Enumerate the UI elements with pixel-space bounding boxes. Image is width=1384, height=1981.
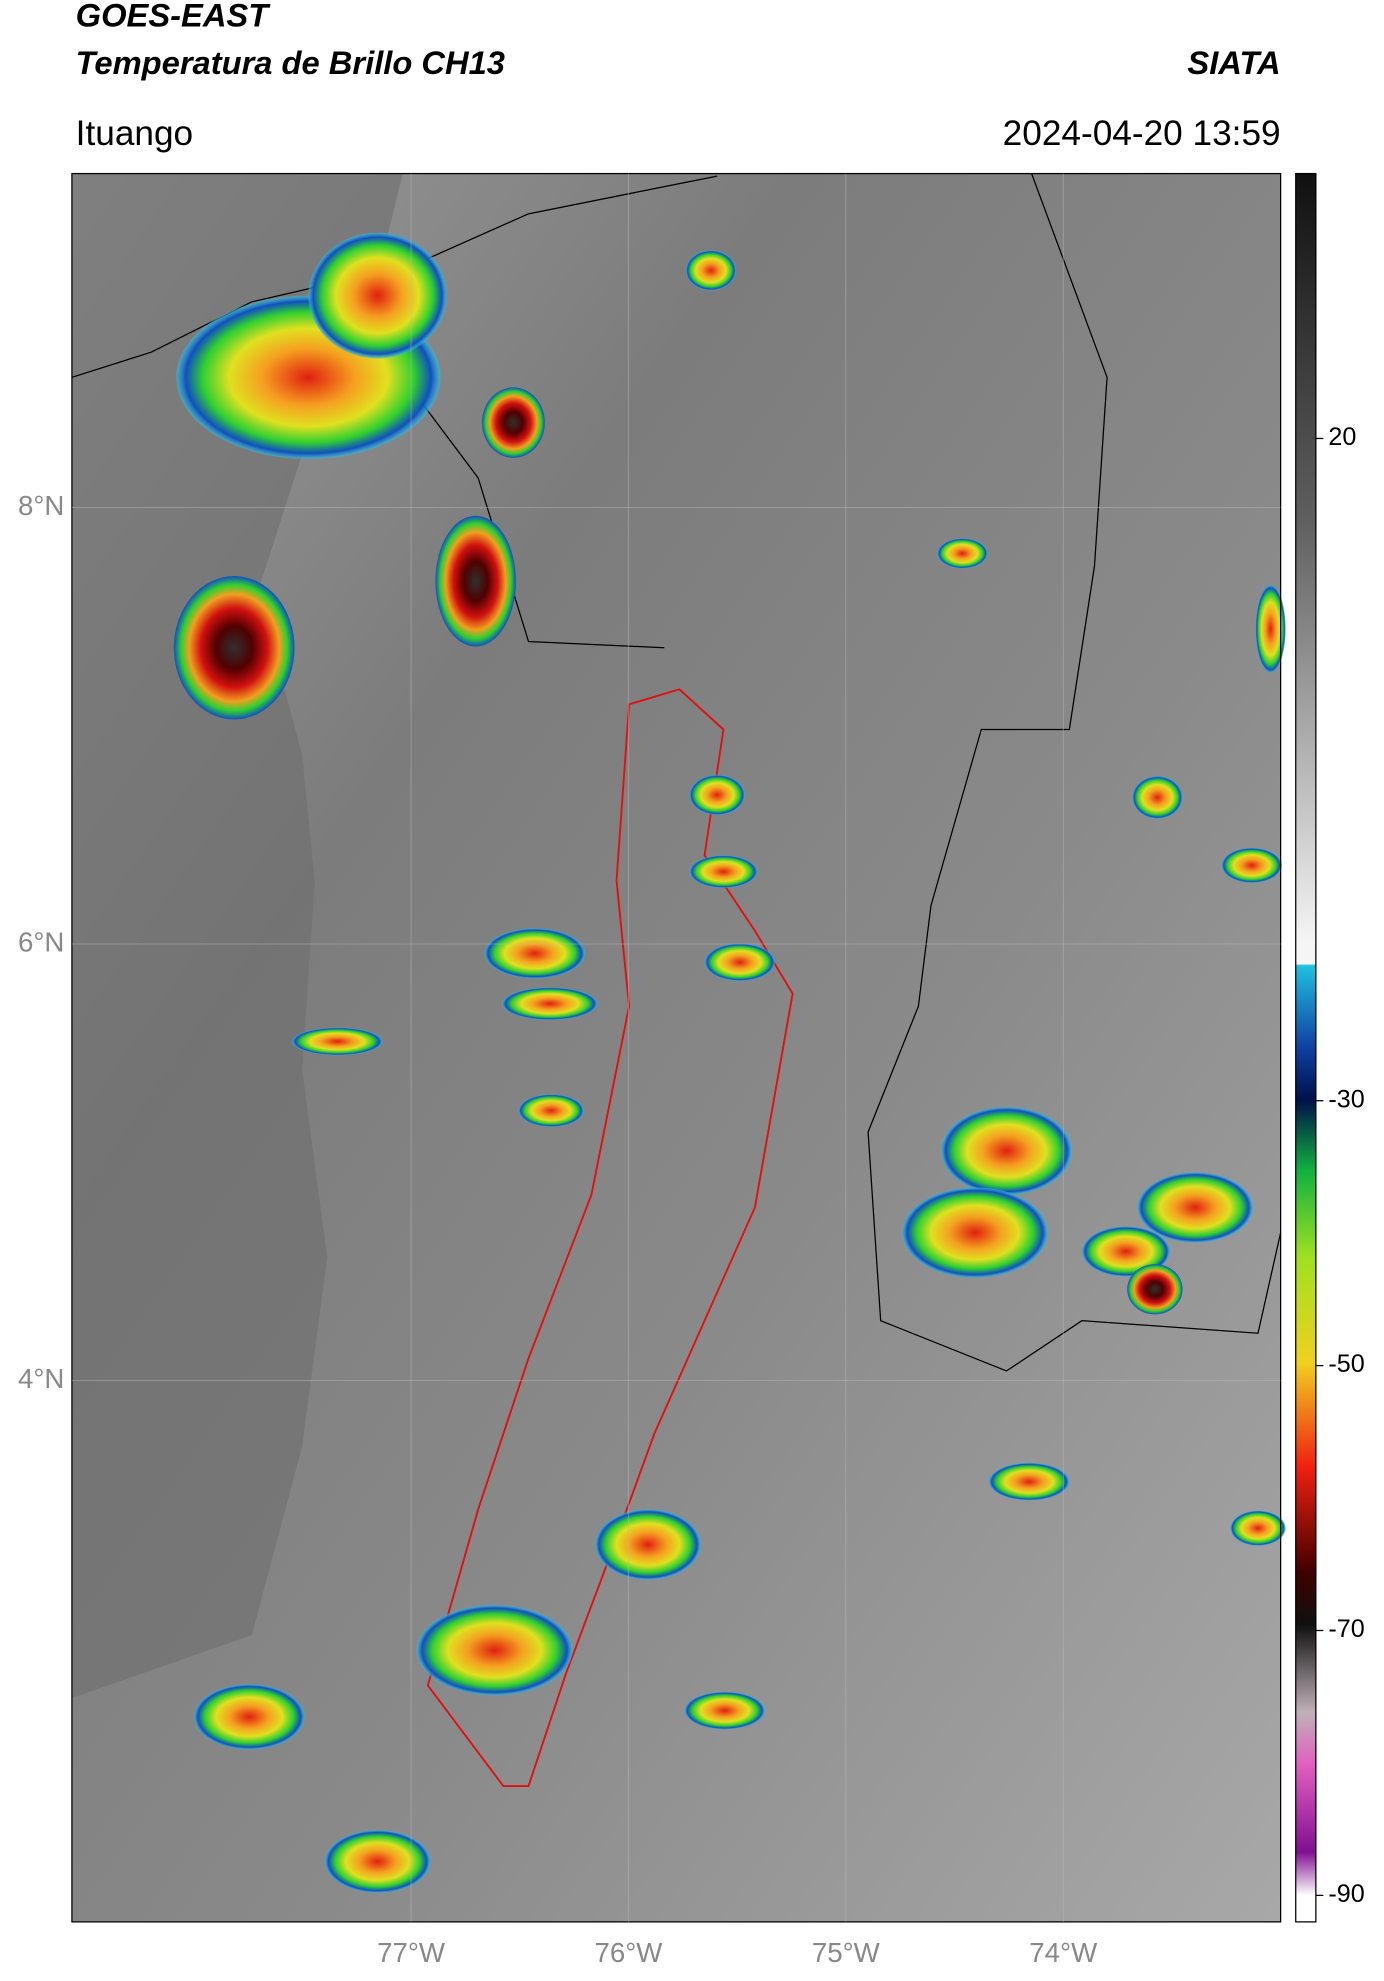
organization: SIATA [1187,44,1280,81]
map [71,172,1286,1923]
colorbar [1295,172,1317,1923]
lon-label: 75°W [812,1937,881,1968]
ocean [71,173,403,1698]
colorbar-label: -70 [1328,1615,1364,1643]
subtitle: Temperatura de Brillo CH13 [76,44,505,81]
colorbar-label: -90 [1328,1880,1364,1908]
title: GOES-EAST [76,0,272,33]
location: Ituango [76,114,193,153]
lat-label: 8°N [18,490,64,521]
colorbar-label: -50 [1328,1350,1364,1378]
colorbar-label: -30 [1328,1085,1364,1113]
timestamp: 2024-04-20 13:59 [1003,114,1281,153]
map-frame [71,172,1282,1923]
cloud-tops [173,232,1286,1893]
colorbar-label: 20 [1328,423,1356,451]
lon-label: 74°W [1029,1937,1098,1968]
lon-label: 76°W [594,1937,663,1968]
lon-label: 77°W [377,1937,446,1968]
lat-label: 6°N [18,926,64,957]
lat-label: 4°N [18,1363,64,1394]
